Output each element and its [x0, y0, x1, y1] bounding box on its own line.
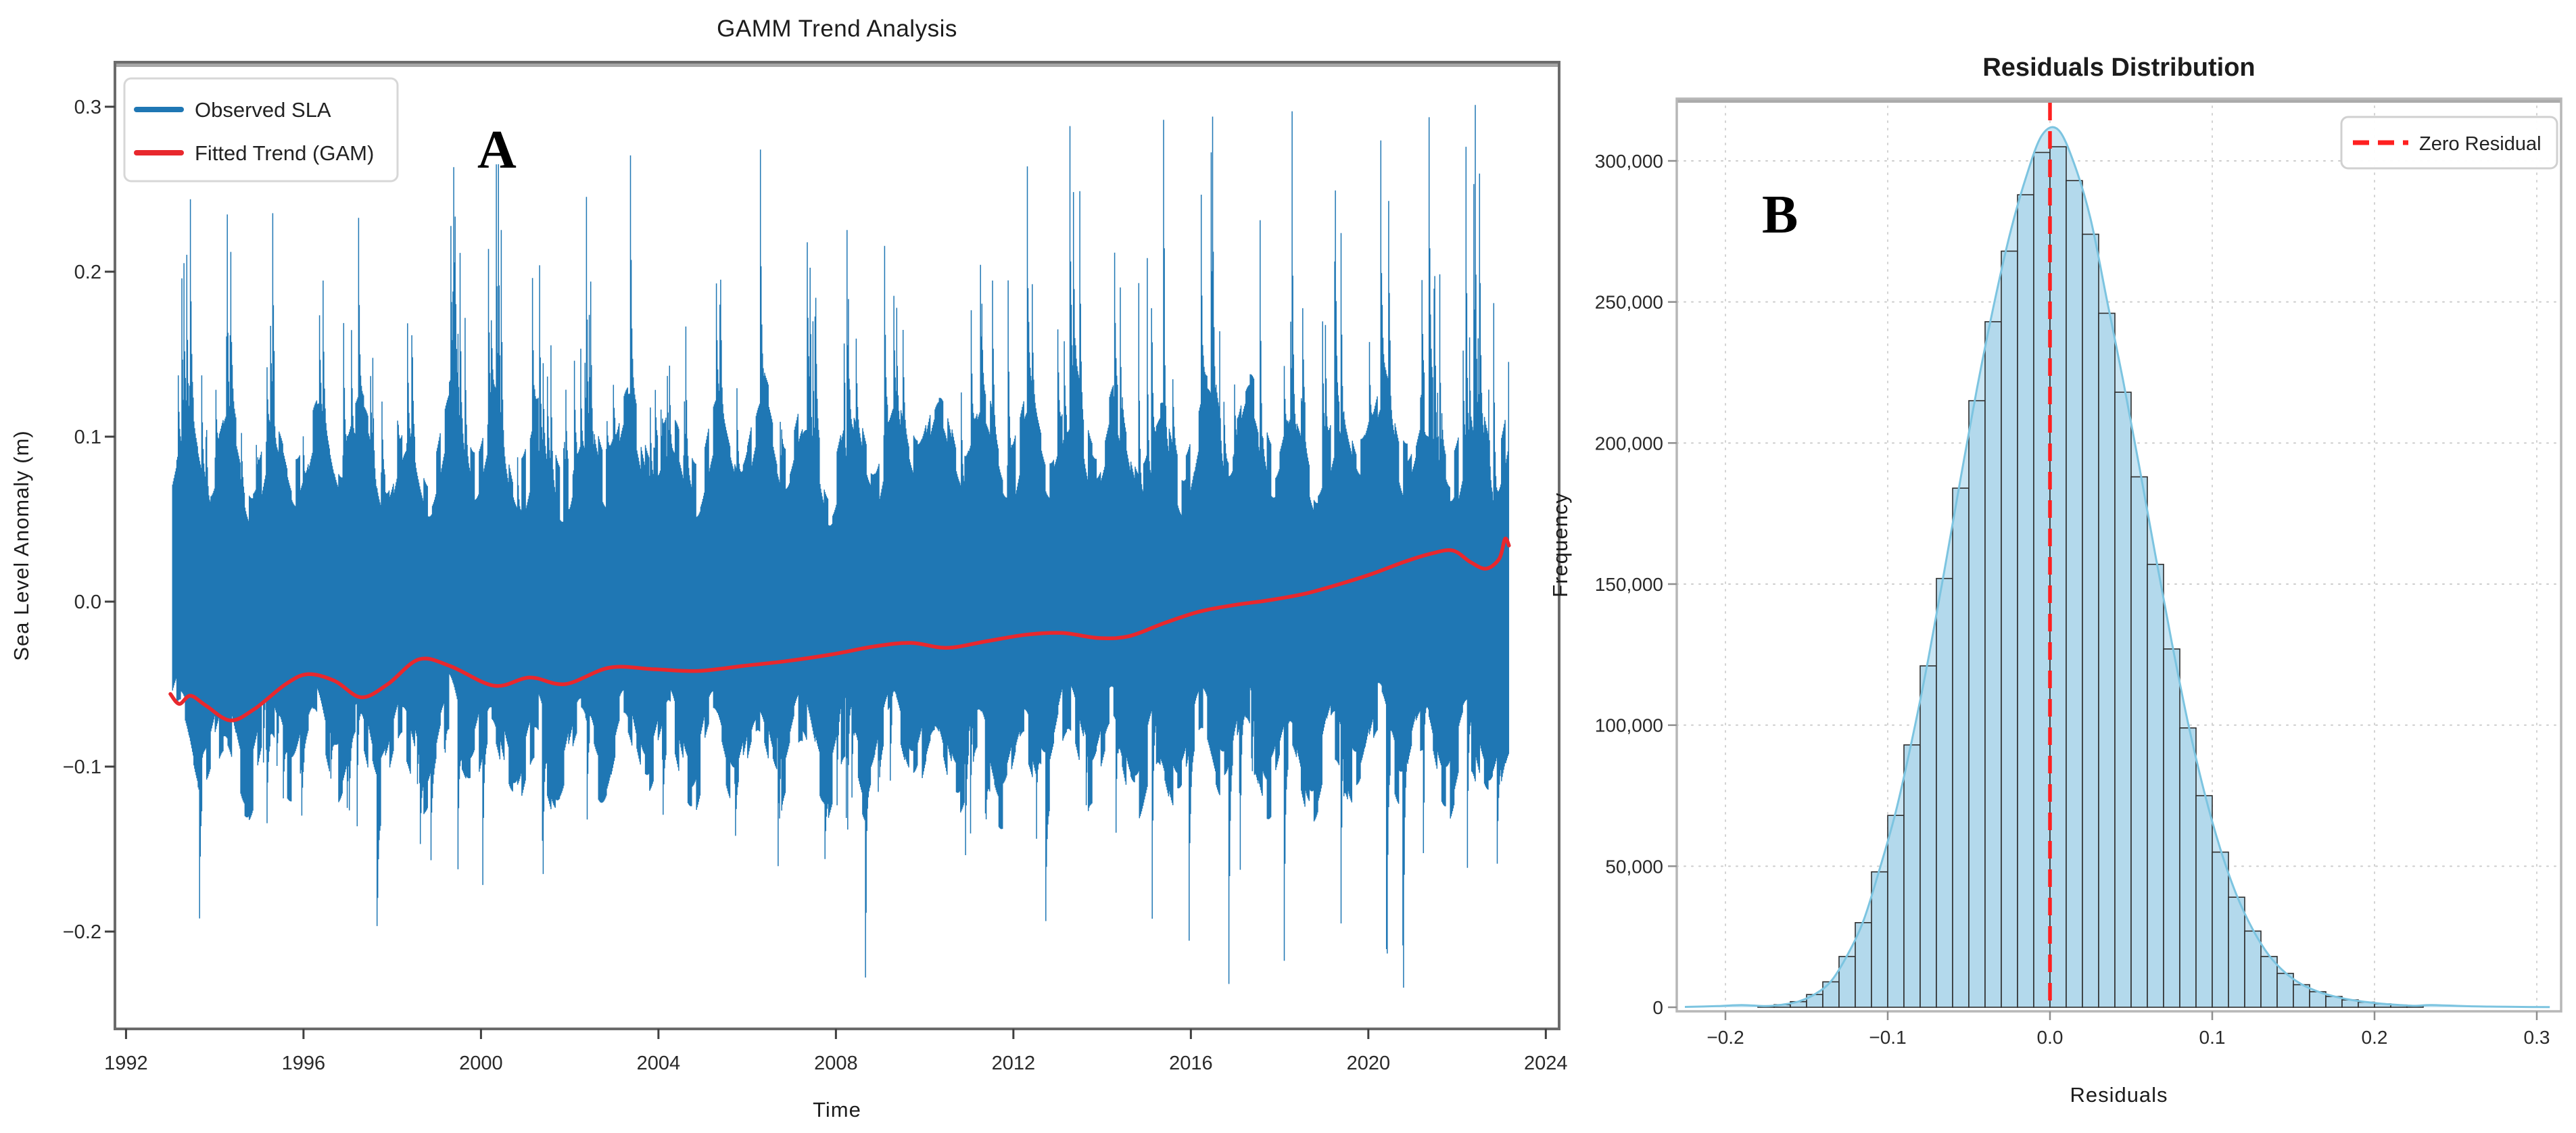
histogram-bar — [2260, 956, 2278, 1008]
histogram-bar — [2244, 930, 2262, 1008]
histogram-bar — [1952, 487, 1970, 1008]
kde-curve — [1684, 126, 2550, 1009]
histogram-bar — [2098, 312, 2116, 1008]
panel-b-x-tick-label: −0.1 — [1869, 1027, 1906, 1048]
panel-a-legend-label-observed: Observed SLA — [195, 98, 331, 122]
histogram-bar — [2001, 250, 2018, 1008]
panel-a-title: GAMM Trend Analysis — [717, 16, 957, 42]
panel-gamm-trend: 1992 1996 2000 2004 2008 2012 2016 2020 2024 0.3 0… — [9, 16, 1568, 1122]
histogram-bar — [2293, 984, 2310, 1008]
histogram-bar — [2017, 194, 2034, 1008]
histogram-bar — [2082, 233, 2099, 1008]
panel-a-x-tick-label: 2004 — [637, 1053, 681, 1074]
panel-b-x-tick-label: −0.2 — [1707, 1027, 1744, 1048]
panel-b-x-tick-label: 0.3 — [2524, 1027, 2550, 1048]
panel-b-legend-label-zero: Zero Residual — [2419, 133, 2542, 155]
panel-b-x-tick-label: 0.2 — [2362, 1027, 2388, 1048]
histogram-bar — [2130, 476, 2148, 1008]
histogram-bar — [2195, 795, 2213, 1008]
panel-b-x-tick-label: 0.1 — [2199, 1027, 2226, 1048]
panel-a-x-tick-label: 2000 — [459, 1053, 503, 1074]
histogram-bar — [2163, 648, 2180, 1008]
panel-a-y-tick-label: 0.3 — [74, 97, 101, 118]
panel-residuals-distribution: −0.2 −0.1 0.0 0.1 0.2 0.3 0 50,000 100,000 150,00… — [1548, 53, 2562, 1107]
panel-b-letter: B — [1762, 185, 1798, 245]
histogram-bar — [1903, 744, 1921, 1008]
panel-a-x-tick-label: 2012 — [992, 1053, 1036, 1074]
panel-a-legend-box — [123, 77, 399, 183]
histogram-bar — [2179, 727, 2197, 1008]
panel-b-frame — [1675, 97, 2562, 1013]
panel-a-x-tick-label: 1996 — [282, 1053, 326, 1074]
panel-a-x-tick-label: 2024 — [1524, 1053, 1568, 1074]
histogram-bar — [1919, 665, 1937, 1008]
panel-a-legend: Observed SLA Fitted Trend (GAM) — [123, 77, 399, 183]
panel-a-ticks-layer: 1992 1996 2000 2004 2008 2012 2016 2020 2024 0.3 0… — [63, 97, 1568, 1074]
panel-b-y-tick-label: 0 — [1652, 997, 1663, 1018]
panel-a-y-tick-label: −0.2 — [63, 921, 101, 943]
histogram-bar — [2147, 563, 2164, 1008]
panel-b-y-tick-label: 150,000 — [1595, 574, 1663, 595]
panel-a-letter: A — [477, 120, 517, 180]
histogram-bar — [2049, 146, 2067, 1008]
panel-a-y-tick-label: 0.0 — [74, 592, 101, 613]
histogram-bar — [2066, 180, 2083, 1008]
histogram-bar — [2276, 973, 2294, 1008]
panel-a-x-tick-label: 2016 — [1169, 1053, 1213, 1074]
panel-b-ticks-layer: −0.2 −0.1 0.0 0.1 0.2 0.3 0 50,000 100,000 150,00… — [1595, 151, 2550, 1048]
panel-b-legend: Zero Residual — [2340, 116, 2558, 170]
panel-a-x-tick-label: 1992 — [104, 1053, 148, 1074]
panel-a-x-tick-label: 2008 — [814, 1053, 858, 1074]
histogram-bar — [1936, 577, 1953, 1008]
panel-b-histogram-layer — [1684, 126, 2550, 1009]
panel-b-ylabel: Frequency — [1548, 492, 1572, 597]
panel-b-title: Residuals Distribution — [1982, 53, 2255, 82]
panel-b-y-tick-label: 250,000 — [1595, 292, 1663, 313]
histogram-bar — [1984, 321, 2002, 1008]
histogram-bar — [1887, 815, 1905, 1008]
histogram-bar — [2212, 851, 2229, 1008]
panel-a-y-tick-label: −0.1 — [63, 756, 101, 778]
panel-b-xlabel: Residuals — [2070, 1083, 2168, 1107]
histogram-bar — [1871, 871, 1888, 1008]
histogram-bar — [2228, 896, 2245, 1008]
panel-b-y-tick-label: 100,000 — [1595, 715, 1663, 736]
panel-a-xlabel: Time — [813, 1098, 861, 1122]
panel-a-x-tick-label: 2020 — [1347, 1053, 1391, 1074]
panel-b-y-tick-label: 50,000 — [1605, 856, 1663, 877]
panel-a-y-tick-label: 0.1 — [74, 427, 101, 448]
panel-a-y-tick-label: 0.2 — [74, 262, 101, 283]
observed-sla-series — [172, 105, 1510, 988]
panel-b-legend-box — [2340, 116, 2558, 170]
panel-a-series-layer — [168, 105, 1511, 988]
histogram-bar — [1968, 400, 1986, 1008]
histogram-bar — [2033, 151, 2051, 1008]
panel-a-frame — [114, 61, 1560, 1030]
panel-b-y-tick-label: 200,000 — [1595, 433, 1663, 454]
panel-a-legend-label-trend: Fitted Trend (GAM) — [195, 141, 374, 165]
panel-b-x-tick-label: 0.0 — [2037, 1027, 2064, 1048]
panel-a-ylabel: Sea Level Anomaly (m) — [9, 430, 33, 660]
histogram-bar — [2114, 391, 2132, 1008]
fitted-trend-line — [168, 536, 1511, 723]
panel-b-y-tick-label: 300,000 — [1595, 151, 1663, 172]
